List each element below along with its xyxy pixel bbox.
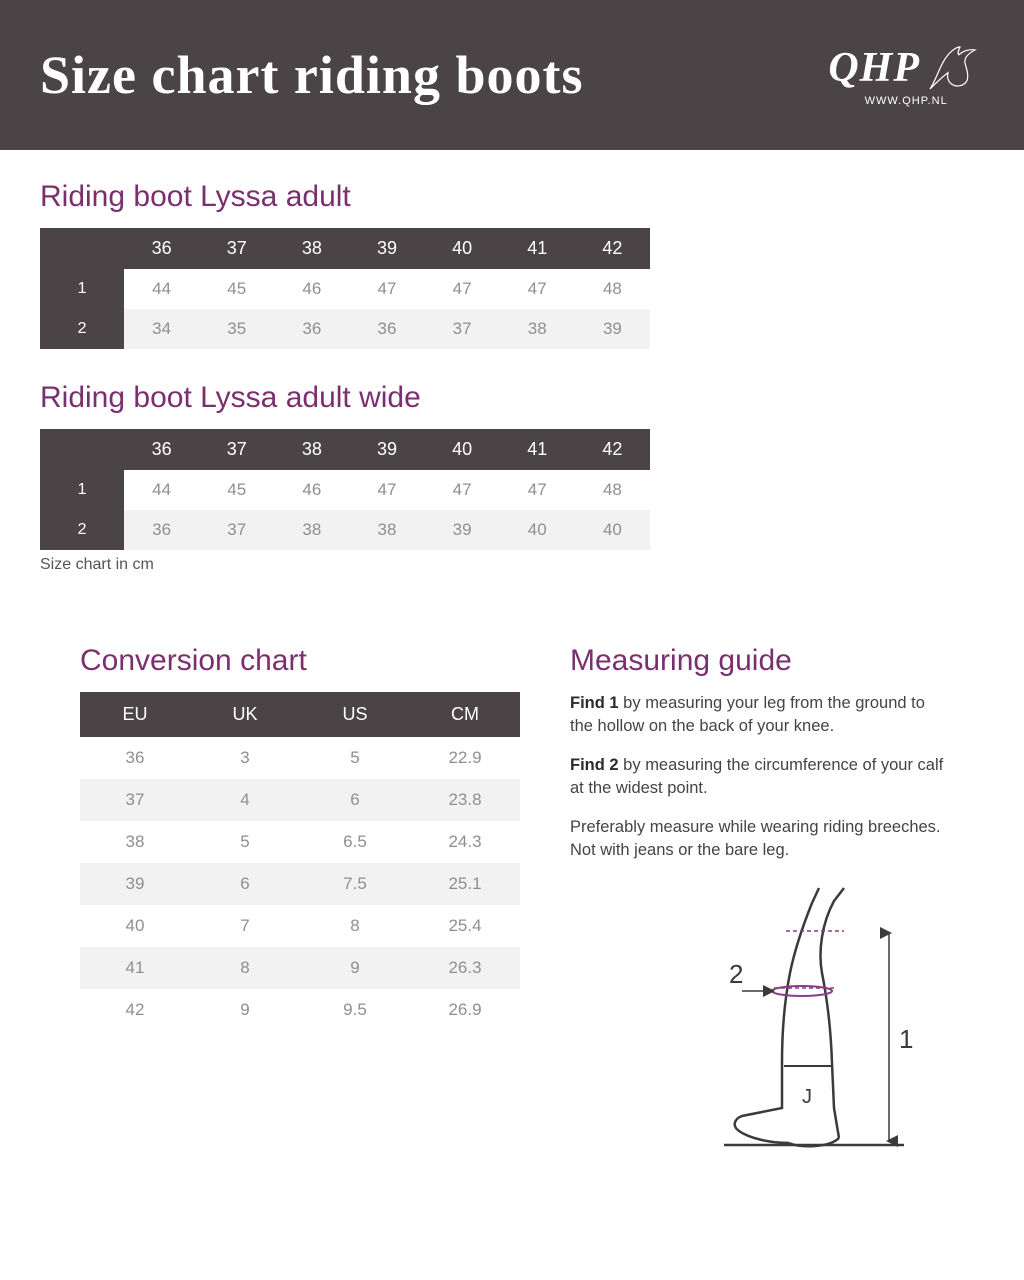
lyssa-adult-wide-title: Riding boot Lyssa adult wide <box>40 381 984 415</box>
lyssa-adult-wide-row-1: 1 44 45 46 47 47 47 48 <box>40 470 650 510</box>
lyssa-adult-col-4: 40 <box>425 228 500 269</box>
conversion-header-row: EU UK US CM <box>80 692 520 737</box>
lyssa-adult-row-2: 2 34 35 36 36 37 38 39 <box>40 309 650 349</box>
qhp-logo-url: WWW.QHP.NL <box>865 95 948 107</box>
conversion-row-1: 37 4 6 23.8 <box>80 779 520 821</box>
measuring-guide-section: Measuring guide Find 1 by measuring your… <box>530 644 944 1153</box>
lyssa-adult-wide-col-4: 40 <box>425 429 500 470</box>
svg-text:J: J <box>802 1086 812 1108</box>
lyssa-adult-row-1: 1 44 45 46 47 47 47 48 <box>40 269 650 309</box>
lyssa-adult-wide-col-2: 38 <box>274 429 349 470</box>
lyssa-adult-wide-col-0: 36 <box>124 429 199 470</box>
conv-col-us: US <box>300 692 410 737</box>
conversion-row-5: 41 8 9 26.3 <box>80 947 520 989</box>
lower-section: Conversion chart EU UK US CM 36 3 5 2 <box>40 644 984 1153</box>
conv-col-cm: CM <box>410 692 520 737</box>
svg-text:2: 2 <box>729 959 743 989</box>
page-header: Size chart riding boots QHP WWW.QHP.NL <box>0 0 1024 150</box>
qhp-logo-text: QHP <box>828 43 984 93</box>
qhp-logo: QHP WWW.QHP.NL <box>828 43 984 107</box>
svg-text:1: 1 <box>899 1024 913 1054</box>
horse-head-icon <box>924 43 984 93</box>
conversion-chart-table: EU UK US CM 36 3 5 22.9 37 4 <box>80 692 520 1031</box>
lyssa-adult-wide-header-row: 36 37 38 39 40 41 42 <box>40 429 650 470</box>
lyssa-adult-table: 36 37 38 39 40 41 42 1 44 45 46 47 47 <box>40 228 650 349</box>
lyssa-adult-wide-table: 36 37 38 39 40 41 42 1 44 45 46 47 47 <box>40 429 650 550</box>
measuring-guide-paragraph-1: Find 2 by measuring the circumference of… <box>570 754 944 800</box>
conv-col-uk: UK <box>190 692 300 737</box>
lyssa-adult-wide-col-3: 39 <box>349 429 424 470</box>
size-note: Size chart in cm <box>40 556 984 574</box>
conv-col-eu: EU <box>80 692 190 737</box>
conversion-row-3: 39 6 7.5 25.1 <box>80 863 520 905</box>
lyssa-adult-section: Riding boot Lyssa adult 36 37 38 39 40 4… <box>40 180 984 349</box>
conversion-chart-title: Conversion chart <box>80 644 530 678</box>
page-title: Size chart riding boots <box>40 44 584 106</box>
measuring-guide-paragraph-0: Find 1 by measuring your leg from the gr… <box>570 692 944 738</box>
measuring-guide-title: Measuring guide <box>570 644 944 678</box>
lyssa-adult-wide-section: Riding boot Lyssa adult wide 36 37 38 39… <box>40 381 984 574</box>
lyssa-adult-col-6: 42 <box>575 228 650 269</box>
lyssa-adult-wide-col-5: 41 <box>500 429 575 470</box>
leg-diagram: J 2 1 <box>570 883 944 1153</box>
measuring-guide-paragraph-2: Preferably measure while wearing riding … <box>570 816 944 862</box>
lyssa-adult-wide-col-6: 42 <box>575 429 650 470</box>
lyssa-adult-header-row: 36 37 38 39 40 41 42 <box>40 228 650 269</box>
main-content: Riding boot Lyssa adult 36 37 38 39 40 4… <box>0 150 1024 1183</box>
lyssa-adult-col-1: 37 <box>199 228 274 269</box>
lyssa-adult-wide-row-2: 2 36 37 38 38 39 40 40 <box>40 510 650 550</box>
lyssa-adult-wide-col-1: 37 <box>199 429 274 470</box>
lyssa-adult-title: Riding boot Lyssa adult <box>40 180 984 214</box>
lyssa-adult-col-3: 39 <box>349 228 424 269</box>
conversion-row-6: 42 9 9.5 26.9 <box>80 989 520 1031</box>
lyssa-adult-col-0: 36 <box>124 228 199 269</box>
conversion-row-4: 40 7 8 25.4 <box>80 905 520 947</box>
lyssa-adult-col-2: 38 <box>274 228 349 269</box>
conversion-row-0: 36 3 5 22.9 <box>80 737 520 779</box>
lyssa-adult-col-5: 41 <box>500 228 575 269</box>
conversion-chart-section: Conversion chart EU UK US CM 36 3 5 2 <box>80 644 530 1153</box>
conversion-row-2: 38 5 6.5 24.3 <box>80 821 520 863</box>
